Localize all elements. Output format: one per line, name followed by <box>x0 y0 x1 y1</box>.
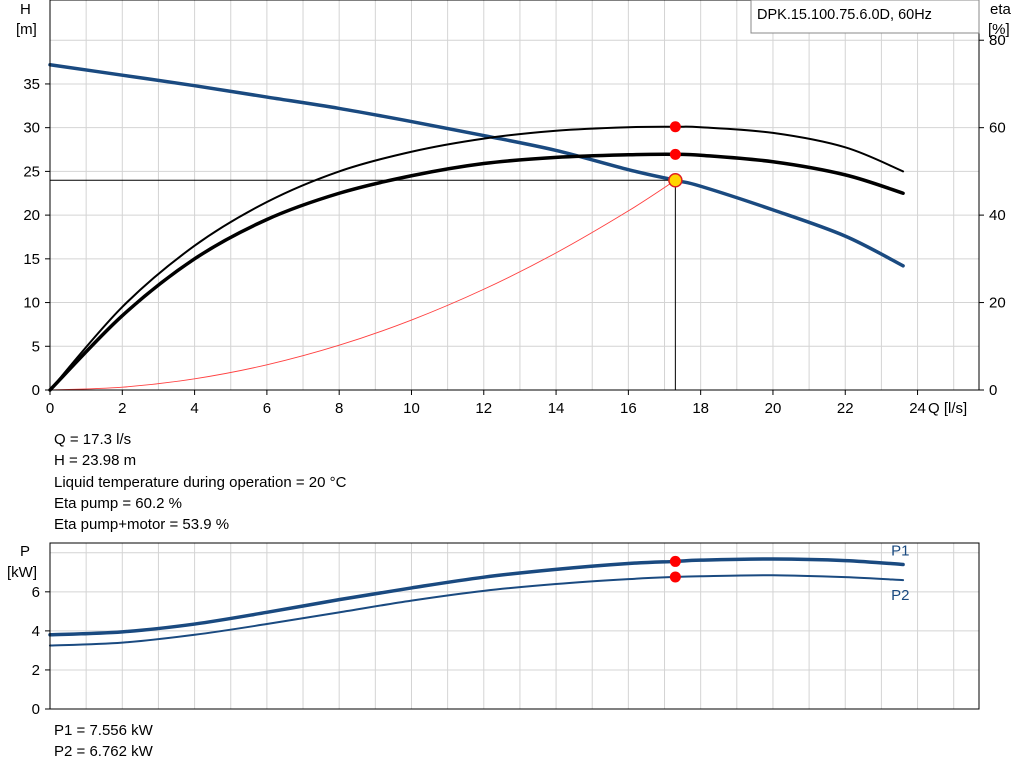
x-tick-label: 22 <box>837 400 854 417</box>
head-plot-frame <box>49 0 980 391</box>
y-tick-label: 25 <box>23 163 40 180</box>
y-tick-label: 20 <box>23 207 40 224</box>
chart-title-box: DPK.15.100.75.6.0D, 60Hz <box>750 0 980 34</box>
x-tick-label: 14 <box>548 400 565 417</box>
x-tick-label: 16 <box>620 400 637 417</box>
y-tick-label: 30 <box>23 120 40 137</box>
y-axis-unit: [m] <box>16 21 37 38</box>
p-axis-unit: [kW] <box>7 564 37 581</box>
y2-axis-label: eta <box>990 1 1012 18</box>
y2-tick-label: 80 <box>989 32 1006 49</box>
plot-frames <box>49 0 980 710</box>
x-tick-label: 4 <box>190 400 198 417</box>
p-y-tick-label: 2 <box>32 662 40 679</box>
power-info: P1 = 7.556 kW P2 = 6.762 kW <box>54 720 153 763</box>
axis-labels: 0 2 4 6 8 10 12 14 16 18 20 22 24 Q [l/s]051015202530… <box>7 1 1012 718</box>
x-tick-label: 20 <box>765 400 782 417</box>
head-chart-grid <box>50 0 979 390</box>
power-chart-grid <box>50 543 979 709</box>
p2-series-label: P2 <box>891 587 909 604</box>
chart-title: DPK.15.100.75.6.0D, 60Hz <box>757 7 932 23</box>
system_curve-curve <box>49 179 676 391</box>
y-axis-label: H <box>20 1 31 18</box>
x-tick-label: 18 <box>692 400 709 417</box>
p2-point <box>669 571 681 583</box>
eta_pump_motor-curve <box>48 152 905 392</box>
y2-tick-label: 40 <box>989 207 1006 224</box>
y2-tick-label: 60 <box>989 120 1006 137</box>
y-tick-label: 10 <box>23 295 40 312</box>
x-tick-label: 0 <box>46 400 54 417</box>
temperature-value: Liquid temperature during operation = 20… <box>54 473 347 491</box>
y-tick-label: 15 <box>23 251 40 268</box>
flow-value: Q = 17.3 l/s <box>54 431 132 448</box>
y2-tick-label: 20 <box>989 295 1006 312</box>
curves <box>48 62 905 647</box>
p2-value: P2 = 6.762 kW <box>54 743 153 761</box>
duty-point <box>668 173 683 188</box>
eta_pump-curve <box>49 125 905 391</box>
y-tick-label: 5 <box>32 338 40 355</box>
y-tick-label: 35 <box>23 76 40 93</box>
x-tick-label: 10 <box>403 400 420 417</box>
p-y-tick-label: 6 <box>32 584 40 601</box>
p1-value: P1 = 7.556 kW <box>54 722 153 739</box>
y-tick-label: 0 <box>32 382 40 399</box>
x-tick-label: 2 <box>118 400 126 417</box>
head-curve <box>48 62 905 268</box>
x-tick-label: 6 <box>263 400 271 417</box>
eta-pump-motor-value: Eta pump+motor = 53.9 % <box>54 516 230 534</box>
x-tick-label: 8 <box>335 400 343 417</box>
p-y-tick-label: 4 <box>32 623 40 640</box>
power-plot-frame <box>49 542 980 710</box>
duty-point-info: Q = 17.3 l/s H = 23.98 m Liquid temperat… <box>54 429 346 535</box>
x-axis-label: Q [l/s] <box>928 400 967 417</box>
p2-curve <box>49 574 905 647</box>
eta-pump-motor-point <box>669 148 681 160</box>
eta-pump-value: Eta pump = 60.2 % <box>54 494 182 512</box>
p1-point <box>669 555 681 567</box>
y2-tick-label: 0 <box>989 382 997 399</box>
p1-series-label: P1 <box>891 542 909 559</box>
p-y-tick-label: 0 <box>32 701 40 718</box>
x-tick-label: 24 <box>909 400 926 417</box>
x-tick-label: 12 <box>475 400 492 417</box>
p-axis-label: P <box>20 543 30 560</box>
head-value: H = 23.98 m <box>54 452 137 470</box>
p1-curve <box>48 557 905 637</box>
duty-point-markers <box>50 121 683 583</box>
eta-pump-point <box>669 121 681 133</box>
y2-axis-unit: [%] <box>988 21 1010 38</box>
